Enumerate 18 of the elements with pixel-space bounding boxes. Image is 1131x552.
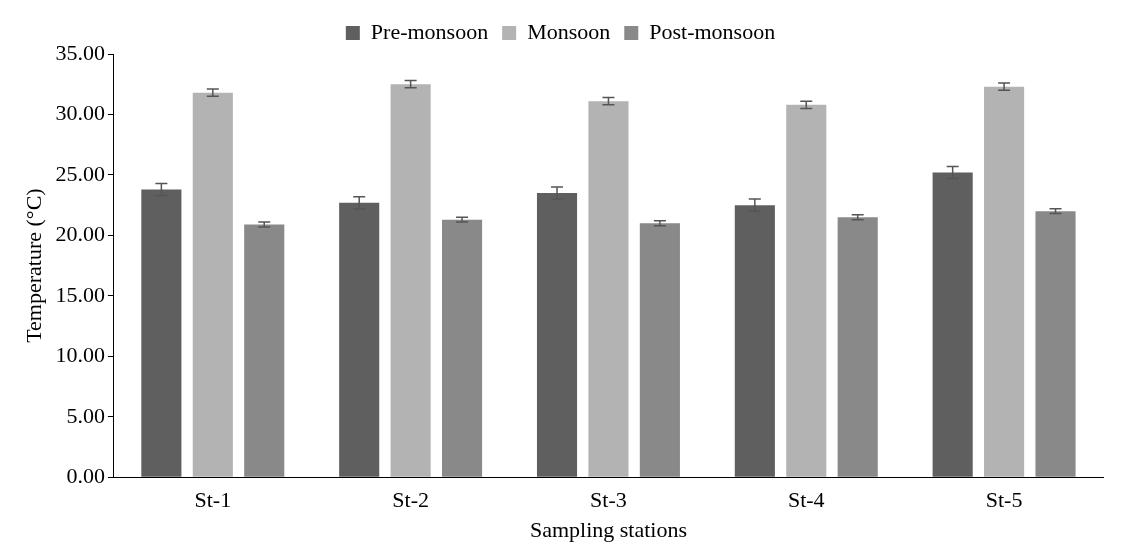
y-tick-label: 15.00: [55, 281, 105, 307]
y-tick-label: 35.00: [55, 39, 105, 65]
y-tick-label: 30.00: [55, 100, 105, 126]
y-axis-title: Temperature (°C): [20, 188, 46, 343]
x-tick-label: St-5: [985, 487, 1023, 513]
x-tick-label: St-1: [194, 487, 232, 513]
y-tick-label: 10.00: [55, 342, 105, 368]
y-tick-label: 20.00: [55, 221, 105, 247]
y-tick-label: 5.00: [66, 402, 105, 428]
legend-label: Monsoon: [527, 18, 611, 44]
x-tick-label: St-3: [590, 487, 627, 513]
y-tick-label: 25.00: [55, 160, 105, 186]
y-tick-label: 0.00: [66, 462, 105, 488]
legend-label: Post-monsoon: [649, 18, 776, 44]
x-tick-label: St-4: [787, 487, 825, 513]
legend-label: Pre-monsoon: [370, 18, 489, 44]
x-tick-label: St-2: [392, 487, 429, 513]
x-axis-title: Sampling stations: [529, 516, 687, 542]
